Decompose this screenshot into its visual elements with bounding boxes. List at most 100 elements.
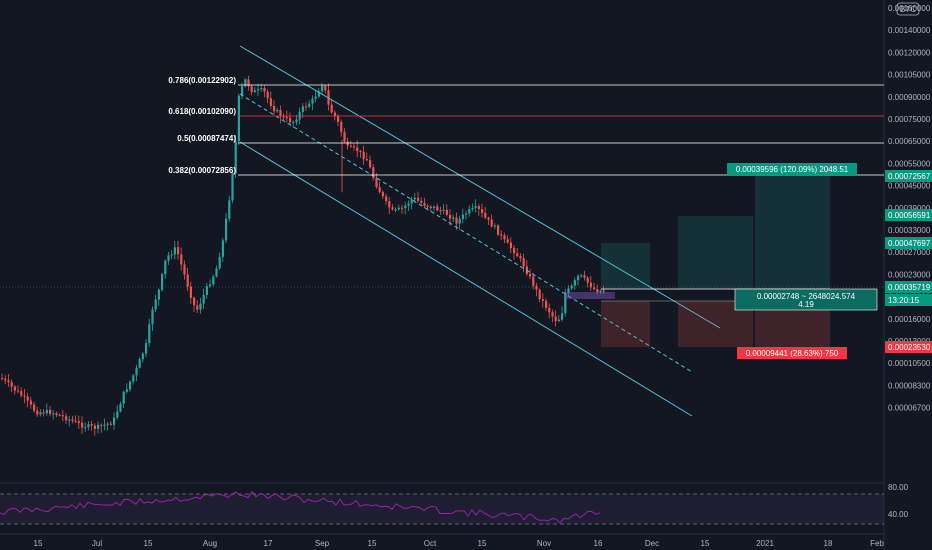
candle (269, 98, 272, 106)
candle (509, 242, 512, 249)
stop-label-box (737, 347, 847, 359)
time-tick-label: Sep (315, 539, 330, 548)
rsi-pane: 80.00 40.00 (0, 483, 909, 525)
price-tick-label: 0.00039000 (888, 204, 931, 213)
candle (36, 410, 39, 415)
candle (596, 289, 599, 293)
time-tick-label: 18 (824, 539, 833, 548)
candle (177, 247, 180, 255)
candle (532, 276, 535, 286)
candle (279, 110, 282, 117)
candle (132, 375, 135, 382)
channel-lower-line (239, 141, 693, 417)
price-badge (885, 209, 932, 221)
candle (161, 274, 164, 290)
purple-zone (565, 292, 615, 299)
candle (321, 85, 324, 92)
candle (433, 206, 436, 208)
candle (410, 199, 413, 204)
price-tick-label: 0.00105000 (888, 71, 931, 80)
price-badge-label: 0.00023530 (888, 343, 931, 352)
candle (353, 146, 356, 148)
candle (257, 89, 260, 91)
candle (452, 217, 455, 219)
candle (93, 425, 96, 429)
candle (52, 413, 55, 415)
price-tick-label: 0.00090000 (888, 93, 931, 102)
target-zone (678, 216, 753, 289)
price-tick-label: 0.00008300 (888, 381, 931, 390)
candle (7, 380, 10, 383)
price-tick-label: 0.00120000 (888, 48, 931, 57)
candle (266, 91, 269, 99)
candle (445, 209, 448, 215)
price-tick-label: 0.00016000 (888, 315, 931, 324)
candle (417, 197, 420, 201)
candle (449, 214, 452, 219)
candle (420, 200, 423, 203)
candle (13, 386, 16, 391)
candle (231, 173, 234, 201)
price-tick-label: 0.00045000 (888, 182, 931, 191)
candle (529, 273, 532, 277)
candle (228, 200, 231, 219)
candle (199, 303, 202, 310)
candle (39, 412, 42, 415)
candle (465, 213, 468, 215)
candle (244, 79, 247, 87)
candle (493, 225, 496, 227)
time-tick-label: Oct (424, 539, 437, 548)
candle (23, 395, 26, 397)
candle (87, 424, 90, 428)
candle (413, 197, 416, 200)
candle (401, 207, 404, 209)
time-tick-label: Aug (203, 539, 217, 548)
candle (404, 205, 407, 208)
candle (292, 122, 295, 124)
candle (29, 400, 32, 405)
candle (253, 90, 256, 92)
candle (81, 422, 84, 428)
channel-upper-line (239, 45, 721, 329)
candle (116, 411, 119, 418)
candle (285, 117, 288, 119)
price-tick-label: 0.00065000 (888, 137, 931, 146)
price-tick-label: 0.00140000 (888, 26, 931, 35)
price-tick-label: 0.00160000 (888, 4, 931, 13)
candle (340, 121, 343, 133)
candle (148, 324, 151, 344)
entry-info-line1: 0.00002748 ~ 2648024.574 (757, 292, 856, 301)
entry-info-box (734, 288, 878, 311)
price-tick-label: 0.00033000 (888, 226, 931, 235)
candle (20, 391, 23, 396)
candle (237, 95, 240, 142)
candle (170, 254, 173, 256)
candle (17, 390, 20, 392)
candle (119, 403, 122, 412)
candle (394, 209, 397, 211)
candle (218, 256, 221, 269)
candle (455, 217, 458, 224)
candle (202, 295, 205, 304)
candle (135, 367, 138, 376)
candle (193, 297, 196, 306)
candle (4, 378, 7, 381)
position-tool: 0.00039596 (120.09%) 2048.51 0.00002748 ~… (565, 163, 878, 359)
candle (157, 289, 160, 300)
currency-badge[interactable] (896, 2, 920, 16)
candle (535, 285, 538, 290)
candle (154, 299, 157, 310)
time-tick-label: 15 (478, 539, 487, 548)
candle (196, 305, 199, 310)
price-badge (885, 170, 932, 182)
candle (362, 151, 365, 160)
candle (10, 382, 13, 387)
candle (545, 300, 548, 308)
candle (247, 79, 250, 87)
candle (314, 96, 317, 99)
candle (263, 88, 266, 92)
candle (225, 218, 228, 241)
candle (548, 307, 551, 313)
time-tick-label: 16 (594, 539, 603, 548)
